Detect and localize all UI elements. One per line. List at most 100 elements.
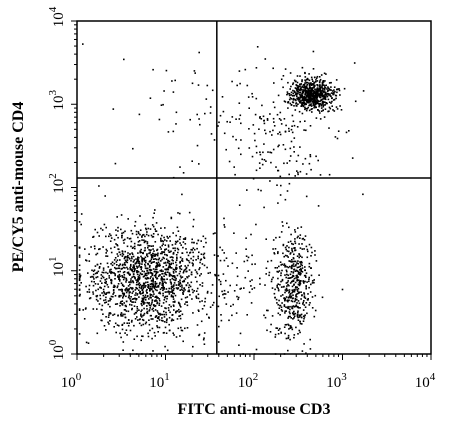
event-dot (280, 264, 282, 266)
event-dot (299, 146, 301, 148)
event-dot (345, 131, 348, 134)
event-dot (315, 97, 318, 99)
event-dot (99, 248, 101, 250)
event-dot (114, 162, 117, 165)
event-dot (301, 112, 304, 115)
event-dot (139, 250, 141, 252)
event-dot (274, 333, 277, 336)
event-dot (288, 277, 291, 279)
event-dot (293, 288, 295, 291)
event-dot (127, 254, 129, 257)
event-dot (110, 281, 113, 284)
event-dot (123, 322, 126, 324)
event-dot (127, 324, 130, 327)
event-dot (95, 276, 97, 279)
event-dot (283, 297, 285, 300)
event-dot (293, 277, 296, 280)
event-dot (310, 168, 312, 171)
event-dot (118, 324, 120, 327)
event-dot (120, 300, 122, 303)
event-dot (217, 255, 219, 257)
event-dot (314, 89, 317, 91)
event-dot (107, 321, 109, 324)
event-dot (147, 302, 150, 305)
event-dot (281, 294, 284, 296)
event-dot (305, 85, 308, 88)
event-dot (180, 329, 183, 332)
event-dot (289, 72, 292, 74)
x-tick-label: 104 (415, 371, 436, 391)
event-dot (127, 319, 130, 321)
event-dot (277, 277, 279, 280)
event-dot (168, 316, 171, 319)
event-dot (259, 116, 261, 118)
event-dot (98, 266, 101, 268)
event-dot (321, 98, 323, 101)
event-dot (296, 84, 298, 87)
event-dot (223, 224, 225, 226)
event-dot (118, 288, 120, 291)
event-dot (127, 252, 129, 254)
event-dot (259, 277, 261, 280)
event-dot (335, 79, 338, 81)
event-dot (92, 270, 95, 272)
event-dot (279, 175, 282, 178)
event-dot (152, 284, 155, 287)
event-dot (143, 312, 146, 315)
y-axis-label: PE/CY5 anti-mouse CD4 (10, 102, 27, 273)
event-dot (145, 285, 147, 287)
event-dot (291, 101, 294, 103)
event-dot (197, 297, 200, 300)
event-dot (78, 277, 81, 279)
event-dot (152, 233, 155, 235)
event-dot (132, 298, 135, 300)
event-dot (140, 314, 142, 316)
event-dot (307, 106, 309, 109)
event-dot (155, 222, 158, 224)
event-dot (288, 98, 291, 101)
event-dot (295, 105, 298, 107)
event-dot (287, 107, 289, 109)
event-dot (198, 251, 200, 254)
event-dot (79, 274, 82, 277)
event-dot (301, 101, 304, 104)
event-dot (323, 91, 325, 94)
event-dot (292, 89, 294, 92)
event-dot (304, 297, 307, 299)
event-dot (134, 297, 136, 300)
event-dot (313, 106, 315, 109)
event-dot (143, 241, 146, 243)
event-dot (181, 280, 184, 283)
event-dot (117, 314, 119, 317)
event-dot (306, 281, 308, 283)
event-dot (153, 274, 156, 277)
event-dot (146, 301, 148, 304)
event-dot (243, 287, 245, 289)
event-dot (318, 274, 320, 276)
event-dot (277, 169, 279, 172)
event-dot (112, 289, 115, 291)
event-dot (158, 302, 161, 305)
event-dot (320, 86, 322, 89)
event-dot (263, 120, 265, 122)
event-dot (300, 316, 303, 319)
event-dot (181, 284, 183, 287)
event-dot (263, 159, 266, 161)
event-dot (143, 257, 146, 260)
event-dot (286, 255, 288, 257)
event-dot (100, 308, 103, 311)
event-dot (136, 293, 139, 295)
event-dot (294, 231, 297, 233)
event-dot (149, 97, 152, 99)
event-dot (162, 289, 164, 292)
event-dot (225, 257, 228, 259)
event-dot (310, 83, 312, 86)
event-dot (248, 291, 251, 294)
event-dot (88, 260, 91, 262)
event-dot (151, 299, 154, 301)
event-dot (139, 251, 141, 254)
event-dot (137, 262, 140, 264)
event-dot (144, 256, 147, 259)
event-dot (312, 80, 314, 82)
event-dot (331, 97, 333, 100)
